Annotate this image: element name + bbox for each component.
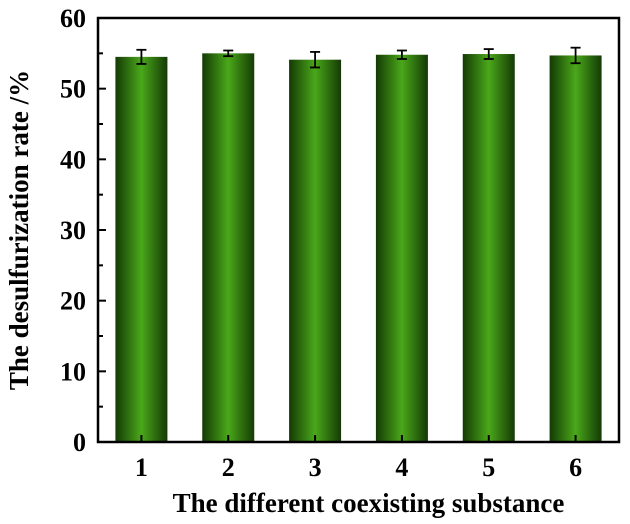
error-bar-4: [396, 49, 407, 60]
y-tick-label: 50: [60, 75, 86, 104]
y-axis-title: The desulfurization rate /%: [4, 70, 34, 390]
x-axis-title: The different coexisting substance: [173, 488, 565, 518]
error-bar-3: [310, 51, 321, 69]
bar-2: [202, 53, 255, 442]
y-tick-label: 60: [60, 4, 86, 33]
bar-1: [115, 56, 168, 442]
y-tick-label: 30: [60, 216, 86, 245]
plot-frame: [96, 16, 621, 444]
x-tick-label: 3: [309, 453, 322, 482]
bar-6: [549, 55, 602, 442]
x-tick-label: 1: [135, 453, 148, 482]
bar-5: [462, 54, 515, 442]
x-axis-ticks: 1 2 3 4 5 6: [135, 435, 582, 482]
error-bar-5: [483, 48, 494, 60]
y-tick-label: 0: [73, 428, 86, 457]
y-axis-ticks: 0 10 20 30 40 50 60: [60, 4, 106, 457]
error-bars-group: [136, 46, 581, 69]
y-tick-label: 20: [60, 287, 86, 316]
error-bar-2: [223, 49, 234, 58]
bar-3: [289, 59, 342, 443]
y-tick-label: 10: [60, 357, 86, 386]
x-tick-label: 5: [482, 453, 495, 482]
x-tick-label: 2: [222, 453, 235, 482]
y-tick-label: 40: [60, 145, 86, 174]
x-tick-label: 4: [395, 453, 408, 482]
error-bar-6: [570, 46, 581, 65]
bar-4: [375, 54, 428, 442]
x-tick-label: 6: [569, 453, 582, 482]
bars-group: [115, 53, 602, 443]
error-bar-1: [136, 48, 147, 65]
